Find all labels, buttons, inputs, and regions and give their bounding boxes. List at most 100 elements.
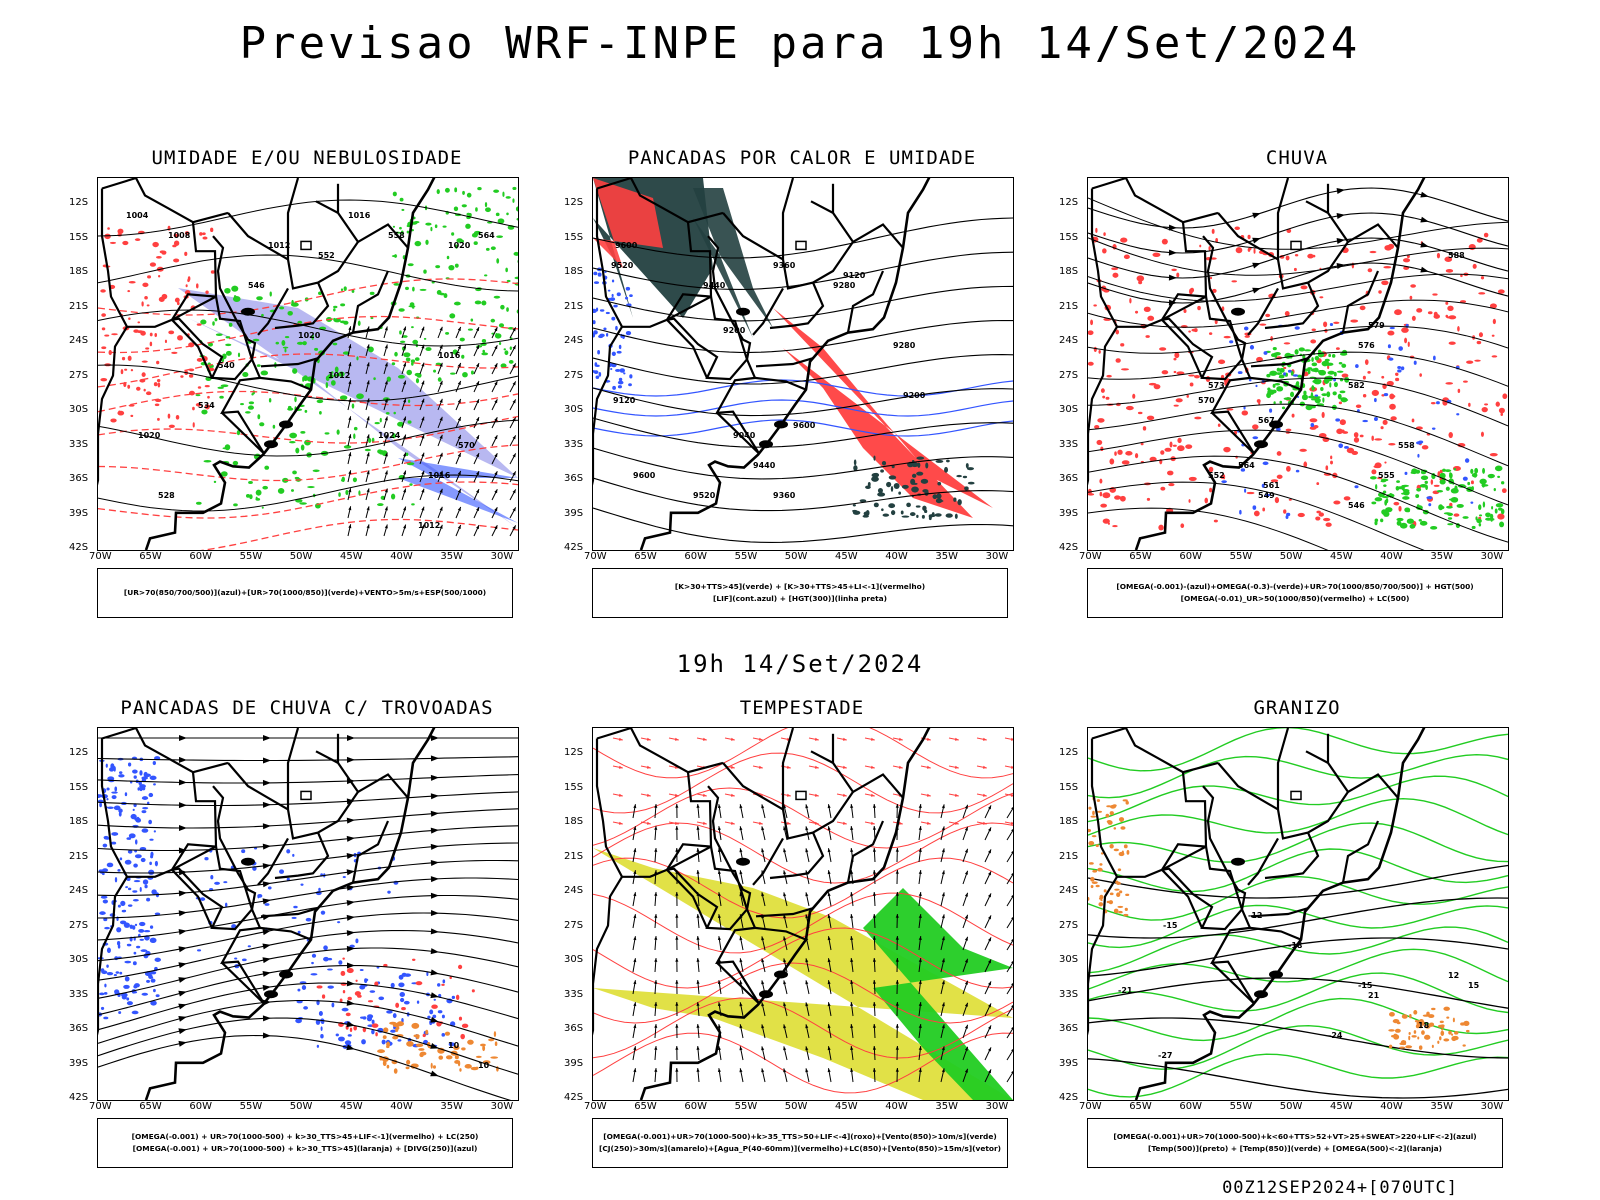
streamline-arrowhead: [1420, 191, 1429, 198]
divergence-cell: [397, 1039, 402, 1042]
wind-vector-red: [948, 821, 959, 825]
red-dash-cell: [196, 323, 202, 326]
rain-blue-cell: [1418, 440, 1424, 444]
lake-marker: [736, 857, 750, 866]
rain-red-cell: [1498, 407, 1505, 414]
wind-vector: [509, 417, 517, 429]
wind-vector: [419, 326, 425, 339]
divergence-cell: [316, 1044, 320, 1048]
omega-orange-cell: [1113, 827, 1117, 830]
red-dash-cell: [157, 382, 161, 388]
red-dash-cell: [171, 351, 178, 355]
wind-vector: [805, 1046, 810, 1061]
rain-red-cell: [1389, 403, 1396, 410]
convective-green-cell: [953, 497, 957, 502]
streamline-arrowhead: [262, 898, 271, 905]
wind-vector: [437, 506, 443, 519]
streamline-arrowhead: [346, 817, 355, 824]
wind-vector: [491, 435, 498, 447]
convective-green-cell: [852, 504, 856, 507]
streamline-arrowhead: [1168, 274, 1177, 281]
rain-green-cell: [1272, 383, 1276, 388]
green-humidity-cell: [378, 450, 385, 455]
green-humidity-cell: [473, 241, 478, 245]
divergence-cell: [286, 877, 290, 881]
rain-red-cell: [1478, 332, 1483, 338]
country-state-border: [1161, 869, 1204, 929]
divergence-cell: [106, 787, 110, 791]
rain-red-cell: [1300, 285, 1308, 290]
green-humidity-cell: [472, 232, 479, 237]
divergence-cell: [300, 883, 304, 886]
rain-green-cell: [1321, 393, 1328, 397]
convective-green-cell: [934, 513, 942, 517]
rain-green-cell: [1318, 369, 1327, 376]
omega-orange-cell: [1427, 1014, 1435, 1019]
lat-tick-label: 27S: [564, 369, 584, 381]
wind-vector-red: [612, 737, 623, 741]
streamline-arrowhead: [262, 929, 271, 936]
wind-vector: [632, 1046, 637, 1061]
rain-blue-cell: [1383, 393, 1389, 397]
green-humidity-cell: [295, 447, 300, 454]
green-humidity-cell: [470, 318, 474, 322]
wind-vector: [827, 1068, 832, 1083]
red-dash-cell: [159, 250, 166, 254]
rain-red-cell: [1191, 328, 1197, 332]
red-dash-cell: [136, 386, 141, 391]
wind-vector-red: [612, 821, 623, 825]
streamline: [98, 877, 518, 919]
rain-red-cell: [1447, 305, 1454, 312]
rain-blue-cell: [1255, 384, 1258, 388]
lat-tick-label: 12S: [69, 197, 89, 208]
divergence-cell: [253, 847, 258, 850]
rain-blue-cell: [1276, 427, 1281, 432]
wind-vector: [872, 979, 876, 995]
green-humidity-cell: [474, 300, 482, 305]
precipitable-water-contour: [593, 752, 1013, 814]
red-dash-cell: [202, 236, 208, 240]
temp850-contour: [1088, 997, 1508, 1042]
wind-vector: [491, 417, 498, 429]
lat-tick-label: 36S: [1059, 1023, 1079, 1034]
divergence-cell: [116, 941, 121, 946]
rain-red-cell: [1188, 499, 1191, 503]
wind-vector: [383, 362, 388, 375]
streamline-arrowhead: [430, 876, 439, 883]
rain-red-cell: [1188, 330, 1191, 333]
green-humidity-cell: [215, 333, 223, 336]
wind-vector: [437, 488, 443, 501]
green-humidity-cell: [496, 235, 503, 238]
rain-green-cell: [1401, 486, 1405, 491]
rain-red-cell: [1208, 466, 1214, 473]
wind-vector: [984, 871, 992, 885]
green-humidity-cell: [406, 462, 415, 466]
red-dash-cell: [128, 280, 136, 284]
divergence-cell: [139, 770, 143, 776]
omega-orange-cell: [1413, 1030, 1417, 1034]
wind-vector: [850, 936, 854, 951]
convective-green-cell: [881, 508, 884, 512]
rain-green-cell: [1317, 349, 1322, 354]
thunderstorm-red-cell: [455, 994, 460, 1001]
rain-red-cell: [1270, 479, 1279, 483]
rain-red-cell: [1341, 429, 1345, 433]
country-state-border: [754, 926, 807, 941]
rain-red-cell: [1395, 372, 1399, 376]
green-humidity-cell: [449, 313, 456, 319]
divergence-cell: [134, 923, 138, 927]
red-dash-cell: [192, 422, 195, 428]
omega-orange-cell: [1125, 893, 1130, 896]
contour-label: 1012: [268, 241, 290, 250]
rain-red-cell: [1430, 401, 1436, 405]
wind-vector-red: [808, 737, 819, 741]
rain-red-cell: [1378, 290, 1382, 294]
wind-vector: [761, 1046, 766, 1061]
divergence-cell: [136, 945, 141, 949]
omega-orange-cell: [1448, 1030, 1452, 1035]
divergence-cell: [127, 887, 132, 891]
green-humidity-cell: [269, 291, 272, 297]
wind-vector: [654, 848, 658, 863]
divergence-cell: [132, 890, 138, 893]
lat-tick-label: 39S: [1059, 507, 1079, 519]
